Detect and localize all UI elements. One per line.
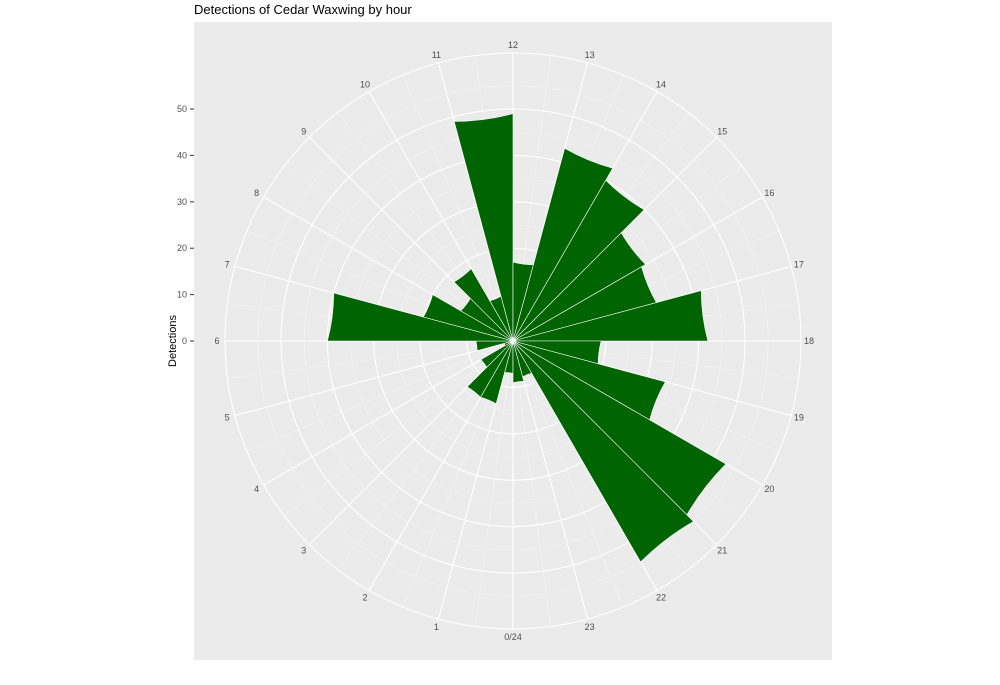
minor-spoke	[402, 74, 514, 342]
bar-hour-23	[512, 340, 525, 384]
hour-label: 5	[225, 413, 230, 423]
minor-spoke	[227, 340, 514, 379]
minor-ring	[257, 85, 769, 597]
y-axis: 0 10 20 30 40 50	[177, 104, 194, 346]
bar-hour-21	[512, 340, 694, 563]
bar-hour-7	[422, 294, 514, 342]
bar-hour-9	[453, 268, 514, 342]
hour-label: 0/24	[504, 632, 522, 642]
hour-label: 9	[301, 127, 306, 137]
major-ring	[280, 108, 746, 574]
hour-label: 11	[432, 50, 441, 60]
hour-label: 7	[225, 259, 230, 269]
bar-hour-17	[512, 290, 709, 342]
bar-hour-15	[512, 232, 647, 342]
hour-label: 21	[717, 545, 727, 555]
hour-label: 1	[434, 622, 439, 632]
hour-label: 20	[764, 484, 774, 494]
minor-spoke	[284, 340, 514, 517]
y-tick-label: 40	[177, 150, 187, 160]
hour-label: 19	[794, 413, 804, 423]
bar-hour-2	[466, 340, 514, 398]
bar-hour-14	[512, 179, 645, 342]
hour-label: 16	[764, 188, 774, 198]
major-spoke	[512, 340, 589, 620]
minor-spoke	[512, 340, 551, 627]
y-tick-label: 10	[177, 290, 187, 300]
hour-label: 14	[656, 80, 666, 90]
bars	[327, 113, 727, 563]
hour-label: 23	[585, 622, 595, 632]
y-tick-label: 50	[177, 104, 187, 114]
outer-ring	[224, 52, 802, 630]
minor-spoke	[246, 340, 514, 452]
hour-label: 6	[214, 336, 219, 346]
major-spoke	[234, 340, 514, 417]
bar-hour-3	[480, 340, 514, 368]
minor-spoke	[512, 340, 624, 608]
hour-labels: 0/24123456789101112131415161718192021222…	[214, 40, 814, 642]
hour-label: 3	[301, 545, 306, 555]
hour-label: 10	[360, 80, 370, 90]
hour-label: 15	[717, 127, 727, 137]
hour-label: 22	[656, 592, 666, 602]
hour-label: 8	[254, 188, 259, 198]
y-tick-label: 20	[177, 243, 187, 253]
hour-label: 4	[254, 484, 259, 494]
y-tick-label: 0	[182, 336, 187, 346]
hour-label: 12	[508, 40, 518, 50]
major-spoke	[263, 340, 514, 486]
bar-hour-11	[453, 113, 514, 342]
hour-label: 13	[585, 50, 595, 60]
y-tick-label: 30	[177, 197, 187, 207]
y-axis-title: Detections	[167, 315, 179, 367]
bar-hour-13	[512, 147, 614, 342]
chart-title: Detections of Cedar Waxwing by hour	[194, 2, 412, 17]
minor-spoke	[475, 340, 514, 627]
bar-hour-6	[327, 292, 514, 342]
hour-label: 18	[804, 336, 814, 346]
hour-label: 2	[362, 592, 367, 602]
hour-label: 17	[794, 259, 804, 269]
